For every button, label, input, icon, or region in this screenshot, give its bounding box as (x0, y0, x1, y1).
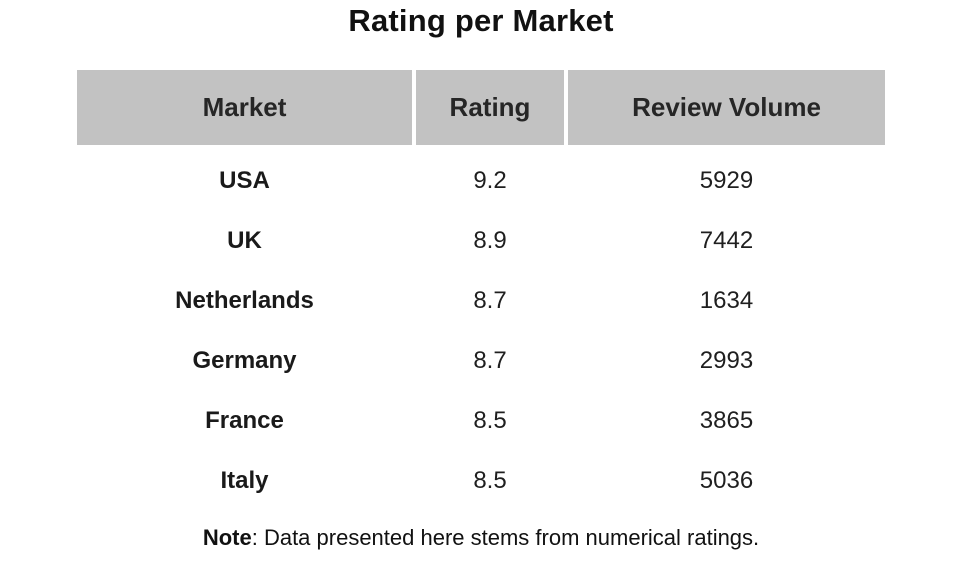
footnote-label: Note (202, 525, 252, 550)
cell-market: Italy (220, 467, 269, 494)
cell-review-volume: 5036 (699, 467, 754, 494)
table-row: Germany 8.7 2993 (77, 331, 885, 391)
cell-market: USA (219, 167, 270, 194)
cell-review-volume: 2993 (699, 347, 754, 374)
cell-market: UK (227, 227, 262, 254)
header-review-volume: Review Volume (568, 70, 885, 145)
footnote-text: : Data presented here stems from numeric… (251, 525, 760, 550)
table-row: Italy 8.5 5036 (77, 451, 885, 511)
cell-rating: 8.5 (473, 467, 507, 494)
table-row: USA 9.2 5929 (77, 151, 885, 211)
cell-market: Germany (192, 347, 297, 374)
table-body: USA 9.2 5929 UK 8.9 7442 Netherlands 8.7… (77, 145, 885, 511)
table-header-row: Market Rating Review Volume (77, 70, 885, 145)
ratings-table: Market Rating Review Volume USA 9.2 5929… (77, 70, 885, 511)
cell-review-volume: 1634 (699, 287, 754, 314)
cell-rating: 8.7 (473, 347, 507, 374)
table-row: UK 8.9 7442 (77, 211, 885, 271)
cell-rating: 8.7 (473, 287, 507, 314)
cell-rating: 8.9 (473, 227, 507, 254)
table-row: Netherlands 8.7 1634 (77, 271, 885, 331)
header-rating: Rating (416, 70, 564, 145)
cell-market: France (205, 407, 284, 434)
chart-title: Rating per Market (348, 3, 614, 38)
table-row: France 8.5 3865 (77, 391, 885, 451)
cell-rating: 8.5 (473, 407, 507, 434)
cell-review-volume: 3865 (699, 407, 754, 434)
cell-review-volume: 7442 (699, 227, 754, 254)
header-market: Market (77, 70, 412, 145)
cell-review-volume: 5929 (699, 167, 754, 194)
cell-rating: 9.2 (473, 167, 507, 194)
cell-market: Netherlands (175, 287, 314, 314)
footnote: Note: Data presented here stems from num… (0, 525, 962, 551)
